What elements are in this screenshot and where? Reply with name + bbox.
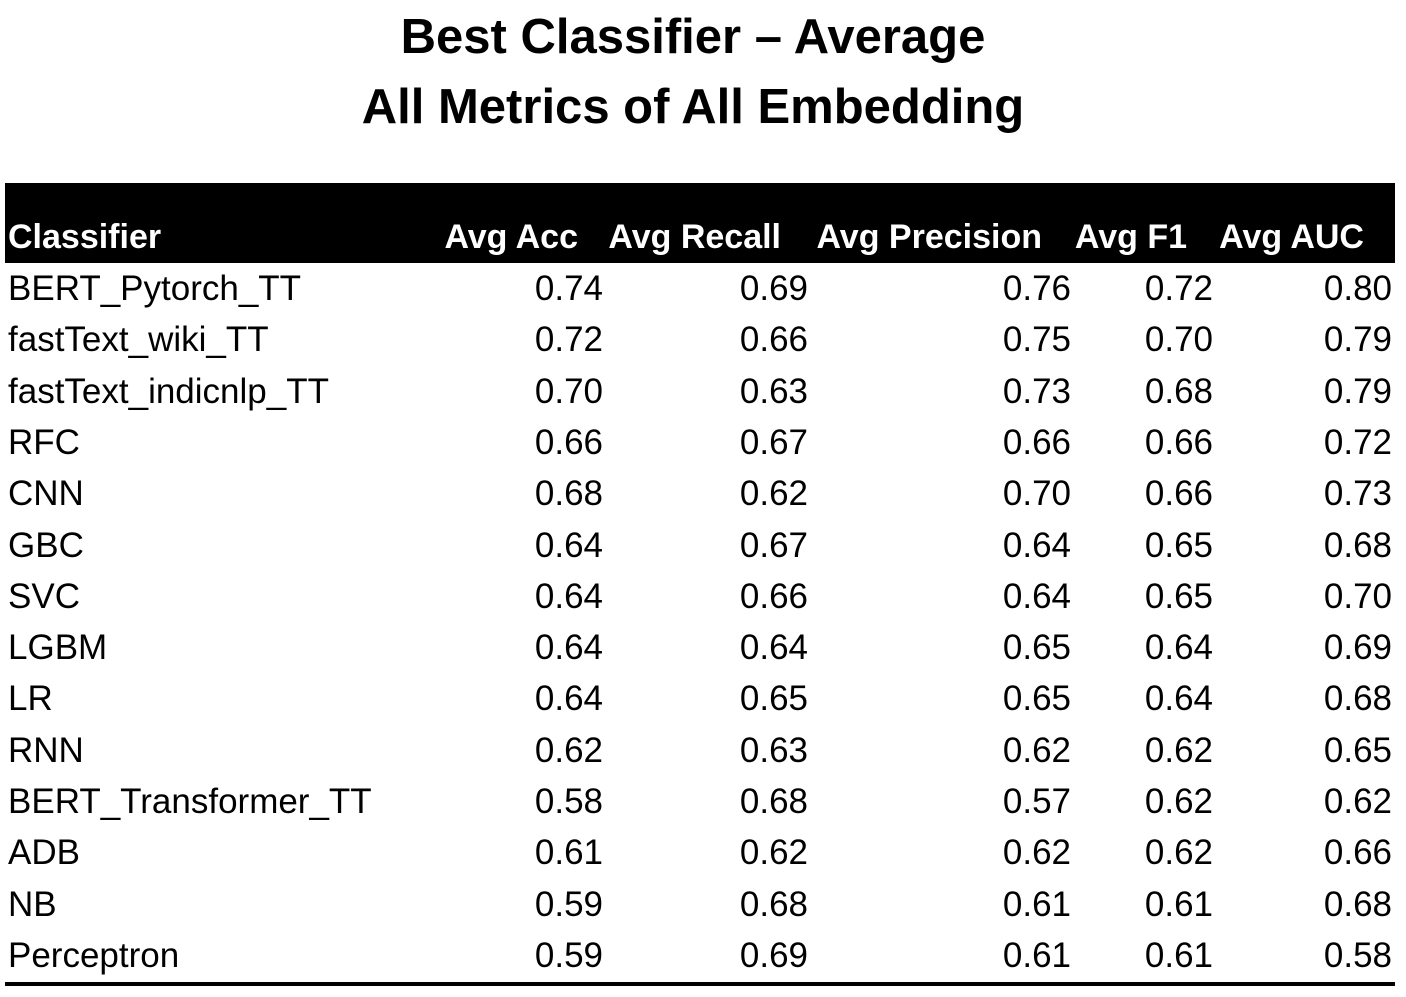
table-cell-avg-auc: 0.66 xyxy=(1323,833,1392,873)
table-cell-avg-acc: 0.59 xyxy=(534,884,603,924)
table-cell-avg-recall: 0.66 xyxy=(739,320,808,360)
table-cell-avg-f1: 0.62 xyxy=(1144,730,1213,770)
row-label: ADB xyxy=(8,833,80,873)
table-cell-avg-recall: 0.69 xyxy=(739,935,808,975)
table-cell-avg-precision: 0.57 xyxy=(1002,782,1071,821)
table-cell-avg-acc: 0.64 xyxy=(534,576,603,616)
table-cell-avg-f1: 0.64 xyxy=(1144,628,1213,668)
table-cell-avg-precision: 0.70 xyxy=(1002,474,1071,514)
row-label: RFC xyxy=(8,422,80,462)
table-cell-avg-f1: 0.64 xyxy=(1144,679,1213,719)
table-header-band xyxy=(5,183,1395,263)
row-label: Perceptron xyxy=(8,935,180,975)
column-header-avg-recall: Avg Recall xyxy=(608,218,781,256)
table-cell-avg-precision: 0.62 xyxy=(1002,730,1071,770)
table-bottom-rule xyxy=(5,982,1395,987)
table-cell-avg-auc: 0.73 xyxy=(1323,474,1392,514)
table-cell-avg-precision: 0.65 xyxy=(1002,679,1071,719)
table-cell-avg-recall: 0.69 xyxy=(739,269,808,308)
table-cell-avg-auc: 0.79 xyxy=(1323,320,1392,360)
table-cell-avg-recall: 0.66 xyxy=(739,576,808,616)
table-cell-avg-precision: 0.64 xyxy=(1002,525,1071,565)
table-cell-avg-f1: 0.62 xyxy=(1144,833,1213,873)
table-cell-avg-recall: 0.64 xyxy=(739,628,808,668)
table-cell-avg-acc: 0.59 xyxy=(534,935,603,975)
row-label: NB xyxy=(8,884,57,924)
column-header-avg-auc: Avg AUC xyxy=(1219,218,1364,256)
table-cell-avg-acc: 0.74 xyxy=(534,269,603,308)
table-cell-avg-auc: 0.65 xyxy=(1323,730,1392,770)
table-cell-avg-f1: 0.70 xyxy=(1144,320,1213,360)
table-cell-avg-precision: 0.75 xyxy=(1002,320,1071,360)
row-label: LGBM xyxy=(8,628,108,668)
table-cell-avg-precision: 0.65 xyxy=(1002,628,1071,668)
chart-title: Best Classifier – Average All Metrics of… xyxy=(0,2,1386,142)
table-cell-avg-acc: 0.72 xyxy=(534,320,603,360)
row-label: SVC xyxy=(8,576,80,616)
table-cell-avg-f1: 0.66 xyxy=(1144,422,1213,462)
table-cell-avg-auc: 0.68 xyxy=(1323,525,1392,565)
table-cell-avg-auc: 0.58 xyxy=(1323,935,1392,975)
chart-title-line-2: All Metrics of All Embedding xyxy=(361,80,1025,134)
row-label: RNN xyxy=(8,730,84,770)
table-cell-avg-acc: 0.62 xyxy=(534,730,603,770)
table-cell-avg-recall: 0.67 xyxy=(739,422,808,462)
table-cell-avg-auc: 0.70 xyxy=(1323,576,1392,616)
chart-title-line-1: Best Classifier – Average xyxy=(400,10,986,64)
table-cell-avg-f1: 0.65 xyxy=(1144,525,1213,565)
table-cell-avg-f1: 0.65 xyxy=(1144,576,1213,616)
table-cell-avg-precision: 0.66 xyxy=(1002,422,1071,462)
table-cell-avg-f1: 0.62 xyxy=(1144,782,1213,821)
row-label: BERT_Transformer_TT xyxy=(8,782,372,821)
table-cell-avg-f1: 0.61 xyxy=(1144,884,1213,924)
table-cell-avg-acc: 0.66 xyxy=(534,422,603,462)
table-cell-avg-auc: 0.79 xyxy=(1323,371,1392,411)
table-cell-avg-precision: 0.61 xyxy=(1002,935,1071,975)
table-cell-avg-precision: 0.64 xyxy=(1002,576,1071,616)
column-header-classifier: Classifier xyxy=(8,218,162,256)
table-cell-avg-precision: 0.76 xyxy=(1002,269,1071,308)
table-cell-avg-acc: 0.64 xyxy=(534,525,603,565)
table-cell-avg-f1: 0.66 xyxy=(1144,474,1213,514)
table-cell-avg-recall: 0.68 xyxy=(739,884,808,924)
table-cell-avg-recall: 0.62 xyxy=(739,833,808,873)
table-cell-avg-f1: 0.61 xyxy=(1144,935,1213,975)
table-cell-avg-acc: 0.61 xyxy=(534,833,603,873)
column-header-avg-precision: Avg Precision xyxy=(816,218,1042,256)
table-cell-avg-recall: 0.63 xyxy=(739,730,808,770)
table-cell-avg-acc: 0.58 xyxy=(534,782,603,821)
table-cell-avg-acc: 0.64 xyxy=(534,679,603,719)
table-cell-avg-recall: 0.68 xyxy=(739,782,808,821)
table-cell-avg-f1: 0.68 xyxy=(1144,371,1213,411)
row-label: CNN xyxy=(8,474,84,514)
row-label: BERT_Pytorch_TT xyxy=(8,269,302,308)
table-cell-avg-recall: 0.67 xyxy=(739,525,808,565)
table-cell-avg-auc: 0.62 xyxy=(1323,782,1392,821)
row-label: LR xyxy=(8,679,53,719)
table-cell-avg-auc: 0.72 xyxy=(1323,422,1392,462)
table-cell-avg-auc: 0.80 xyxy=(1323,269,1392,308)
table-cell-avg-precision: 0.73 xyxy=(1002,371,1071,411)
table-cell-avg-acc: 0.68 xyxy=(534,474,603,514)
table-cell-avg-recall: 0.62 xyxy=(739,474,808,514)
table-cell-avg-recall: 0.63 xyxy=(739,371,808,411)
table-cell-avg-recall: 0.65 xyxy=(739,679,808,719)
table-cell-avg-auc: 0.68 xyxy=(1323,884,1392,924)
table-cell-avg-f1: 0.72 xyxy=(1144,269,1213,308)
table-cell-avg-auc: 0.69 xyxy=(1323,628,1392,668)
table-cell-avg-acc: 0.64 xyxy=(534,628,603,668)
row-label: fastText_wiki_TT xyxy=(8,320,269,360)
table-cell-avg-precision: 0.62 xyxy=(1002,833,1071,873)
table-cell-avg-acc: 0.70 xyxy=(534,371,603,411)
column-header-avg-acc: Avg Acc xyxy=(444,218,578,256)
table-cell-avg-auc: 0.68 xyxy=(1323,679,1392,719)
row-label: fastText_indicnlp_TT xyxy=(8,371,329,411)
row-label: GBC xyxy=(8,525,84,565)
table-cell-avg-precision: 0.61 xyxy=(1002,884,1071,924)
column-header-avg-f1: Avg F1 xyxy=(1074,218,1187,256)
